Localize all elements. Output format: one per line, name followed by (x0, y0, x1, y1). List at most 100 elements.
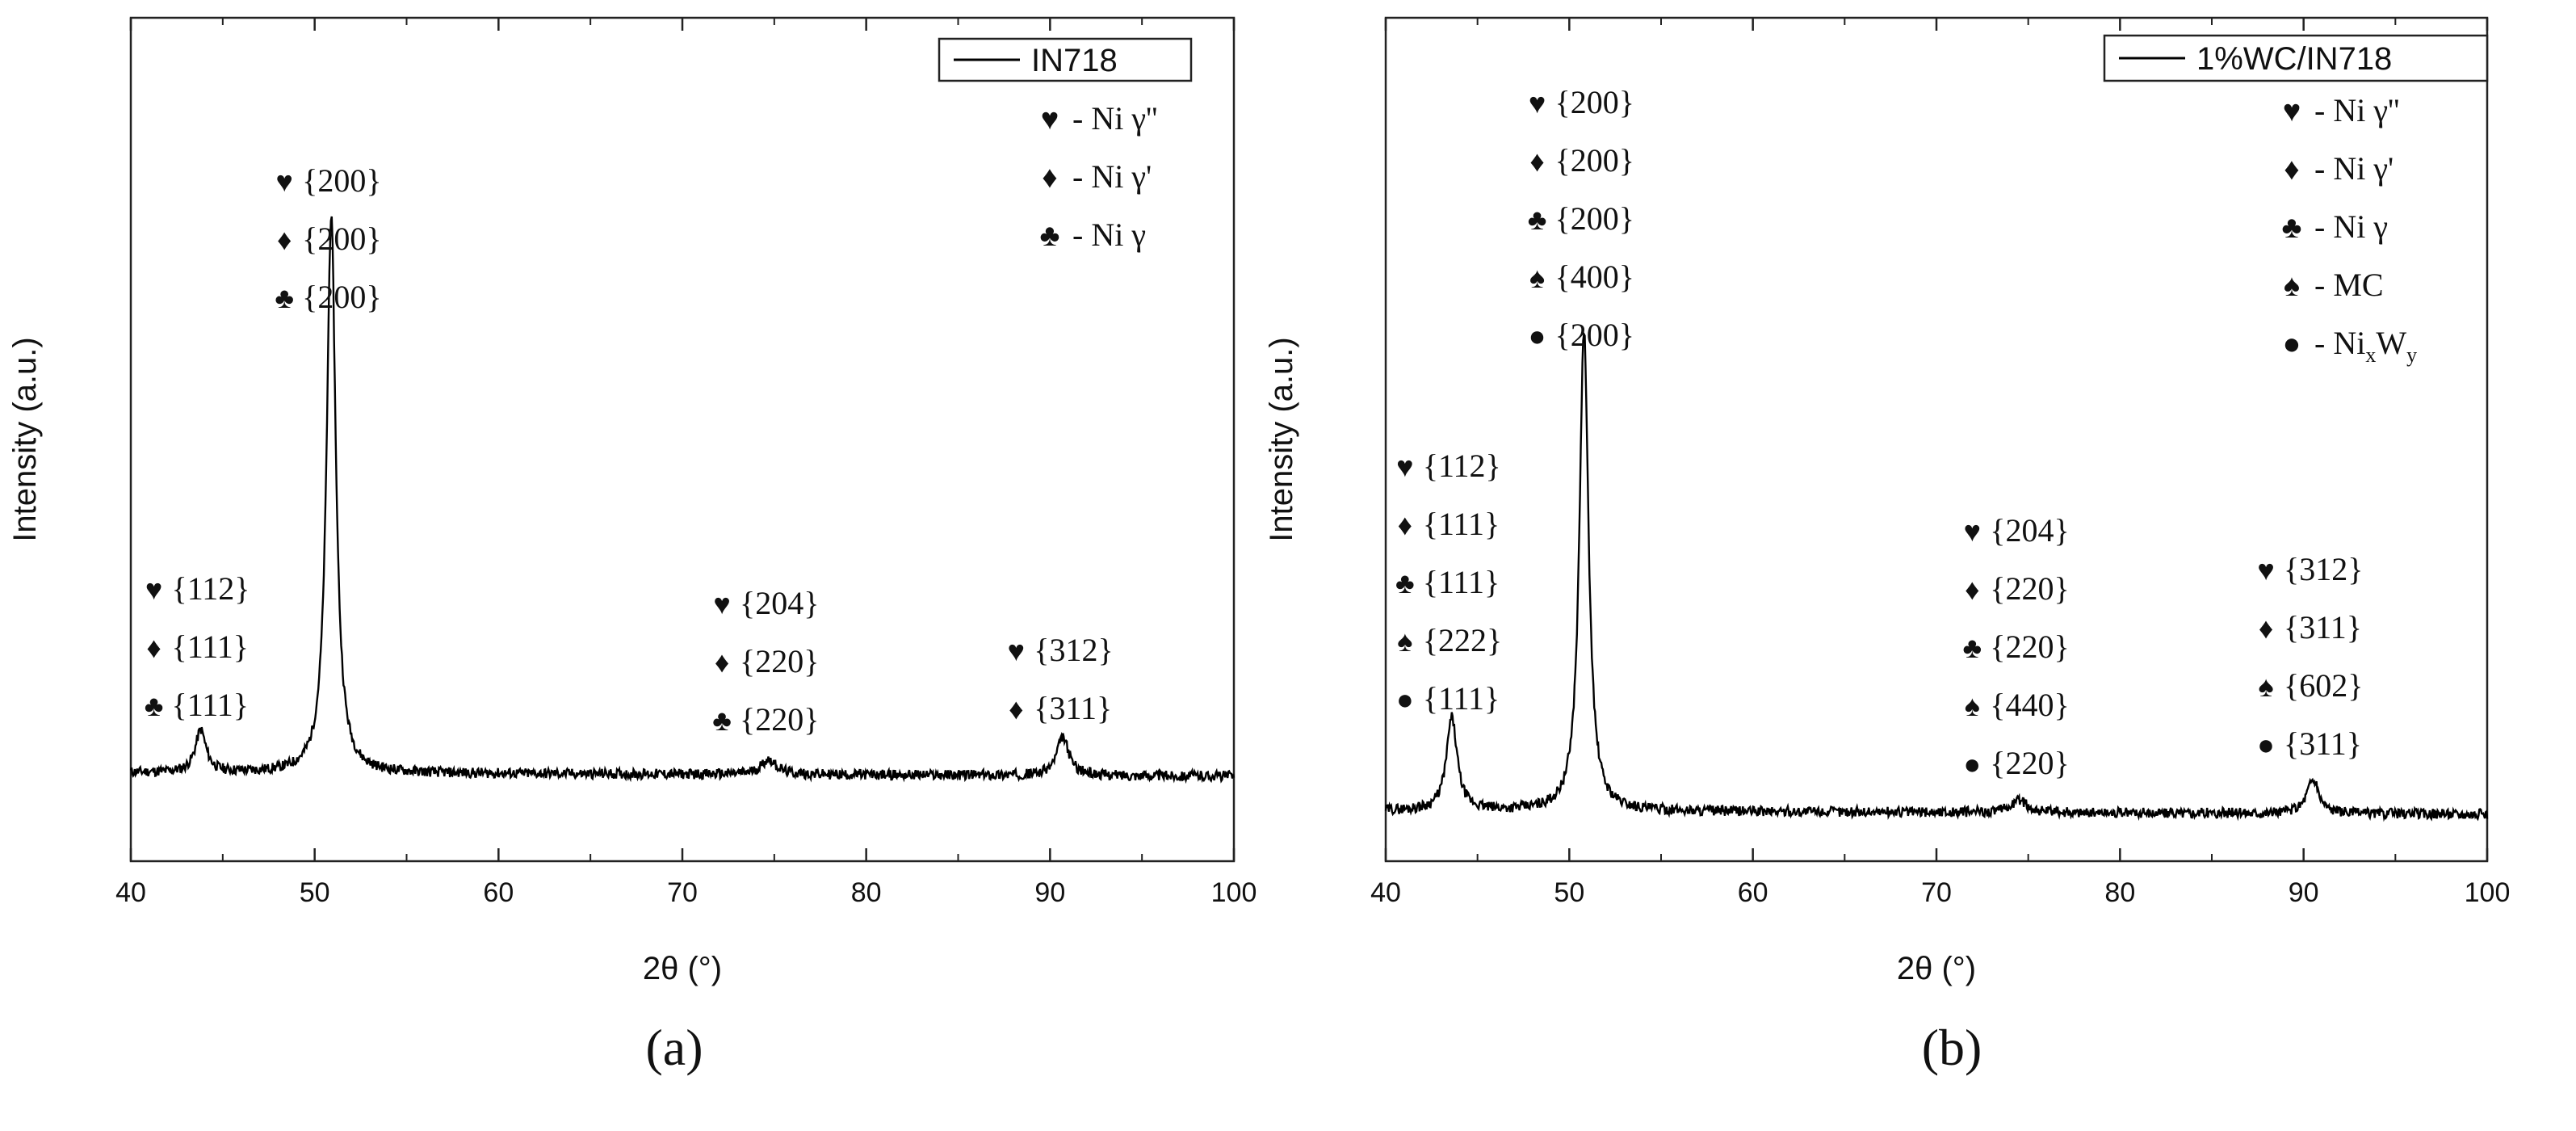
phase-key-symbol: ♥ (1041, 103, 1059, 137)
peak-annotation-label: {222} (1423, 622, 1502, 658)
peak-annotation-label: {440} (1990, 687, 2069, 723)
peak-annotation-symbol: ♣ (1528, 203, 1547, 236)
y-axis-label: Intensity (a.u.) (7, 337, 43, 541)
chart-panel-a: 40 50 60 70 80 90 100 2θ (°) Intensity (a.u.) (a)… (7, 16, 1257, 1076)
phase-key-label-text: - Ni γ'' (1072, 100, 1157, 137)
peak-annotation-label: {220} (1990, 570, 2069, 607)
phase-key-label: - Ni γ' (1072, 158, 1152, 195)
x-axis-label: 2θ (°) (1897, 951, 1976, 986)
peak-annotation-symbol: ♦ (146, 631, 161, 664)
phase-key-symbol: ♠ (2284, 269, 2300, 303)
peak-annotation-symbol: ♠ (2258, 670, 2273, 703)
x-tick-label: 80 (2104, 877, 2135, 908)
peak-annotation-symbol: ♥ (713, 587, 730, 620)
x-tick-label: 100 (2465, 877, 2511, 908)
peak-annotation-label: {400} (1555, 259, 1634, 295)
legend-label: IN718 (1031, 43, 1118, 78)
peak-annotation-symbol: ● (1963, 747, 1981, 780)
peak-annotation-label: {200} (1555, 142, 1634, 179)
peak-annotation-symbol: ♦ (1009, 692, 1023, 725)
x-axis-label: 2θ (°) (643, 951, 722, 986)
x-tick-label: 70 (667, 877, 698, 908)
peak-annotation-symbol: ♥ (1396, 450, 1413, 483)
peak-annotation-symbol: ♠ (1529, 261, 1545, 294)
x-tick-label: 80 (851, 877, 882, 908)
x-tick-label: 60 (1738, 877, 1768, 908)
peak-annotation-label: {200} (1555, 317, 1634, 353)
x-tick-label: 50 (1554, 877, 1584, 908)
chart-panel-b: 40 50 60 70 80 90 100 2θ (°) Intensity (a.u.) (b)… (1264, 16, 2511, 1076)
phase-key-label: - Ni γ (2314, 208, 2388, 245)
phase-key-label: - Ni γ (1072, 217, 1146, 253)
peak-annotation-symbol: ♥ (1964, 515, 1981, 548)
peak-annotation-label: {311} (2284, 609, 2362, 645)
phase-key-label: - Ni γ'' (1072, 100, 1157, 137)
peak-annotation-label: {312} (1034, 632, 1113, 668)
peak-annotation-symbol: ♦ (1398, 508, 1412, 541)
peak-annotation-symbol: ♦ (715, 645, 729, 679)
peak-annotation-label: {111} (1423, 680, 1500, 717)
peak-annotation-label: {200} (302, 162, 381, 199)
x-tick-label: 90 (2289, 877, 2319, 908)
peak-annotation-label: {200} (302, 221, 381, 257)
peak-annotation-label: {220} (1990, 629, 2069, 665)
phase-key-symbol: ♥ (2283, 95, 2301, 128)
phase-key-subscript: y (2406, 343, 2417, 367)
phase-key-symbol: ♦ (1042, 161, 1057, 195)
peak-annotation-symbol: ● (2257, 728, 2275, 761)
peak-annotation-symbol: ♣ (275, 281, 294, 314)
peak-annotation-label: {112} (172, 570, 250, 607)
phase-key-label-text: - Ni γ (2314, 208, 2388, 245)
phase-key-label-text: - Ni γ (1072, 217, 1146, 253)
phase-key-label: - NixWy (2314, 325, 2417, 367)
peak-annotation-label: {204} (1990, 512, 2069, 549)
peak-annotation-label: {200} (302, 279, 381, 315)
x-tick-label: 60 (483, 877, 514, 908)
x-tick-label: 40 (115, 877, 146, 908)
phase-key-symbol: ♦ (2284, 153, 2299, 187)
peak-annotation-symbol: ♥ (1529, 86, 1546, 120)
peak-annotation-symbol: ● (1529, 319, 1546, 352)
peak-annotation-symbol: ♣ (1395, 566, 1415, 599)
peak-annotation-label: {311} (2284, 725, 2362, 762)
phase-key-label-text: - MC (2314, 267, 2384, 303)
peak-annotation-symbol: ♣ (712, 704, 732, 737)
peak-annotation-label: {111} (172, 687, 249, 723)
x-tick-label: 50 (300, 877, 330, 908)
panel-label: (a) (645, 1019, 703, 1076)
peak-annotation-label: {200} (1555, 200, 1634, 237)
peak-annotation-label: {111} (1423, 506, 1500, 542)
peak-annotation-label: {111} (172, 629, 249, 665)
phase-key-label-text: - Ni γ' (1072, 158, 1152, 195)
series-line (1384, 330, 2489, 822)
phase-key-label: - Ni γ' (2314, 150, 2393, 187)
peak-annotation-label: {220} (740, 643, 819, 679)
phase-key-symbol: ♣ (1040, 219, 1060, 253)
peak-annotation-symbol: ♦ (1965, 573, 1979, 606)
y-axis-label: Intensity (a.u.) (1264, 337, 1299, 541)
peak-annotation-label: {220} (740, 701, 819, 738)
peak-annotation-symbol: ♦ (277, 223, 292, 256)
peak-annotation-label: {311} (1034, 690, 1112, 726)
phase-key-label-text: W (2376, 325, 2406, 361)
peak-annotation-label: {204} (740, 585, 819, 621)
phase-key-label: - MC (2314, 267, 2384, 303)
peak-annotation-symbol: ♦ (2259, 612, 2273, 645)
panel-label: (b) (1922, 1019, 1982, 1076)
peak-annotation-symbol: ♥ (145, 573, 162, 606)
legend-label: 1%WC/IN718 (2196, 41, 2392, 77)
phase-key-label-text: - Ni γ'' (2314, 92, 2399, 128)
series-line (129, 216, 1236, 784)
peak-annotation-label: {111} (1423, 564, 1500, 600)
peak-annotation-symbol: ♥ (275, 165, 292, 198)
peak-annotation-symbol: ♥ (1008, 634, 1025, 667)
peak-annotation-label: {220} (1990, 745, 2069, 781)
x-tick-label: 70 (1921, 877, 1952, 908)
x-tick-label: 40 (1370, 877, 1401, 908)
phase-key-symbol: ♣ (2282, 211, 2302, 245)
peak-annotation-label: {200} (1555, 84, 1634, 120)
phase-key-label-text: - Ni (2314, 325, 2365, 361)
peak-annotation-symbol: ♠ (1397, 624, 1412, 658)
peak-annotation-label: {312} (2284, 551, 2363, 587)
